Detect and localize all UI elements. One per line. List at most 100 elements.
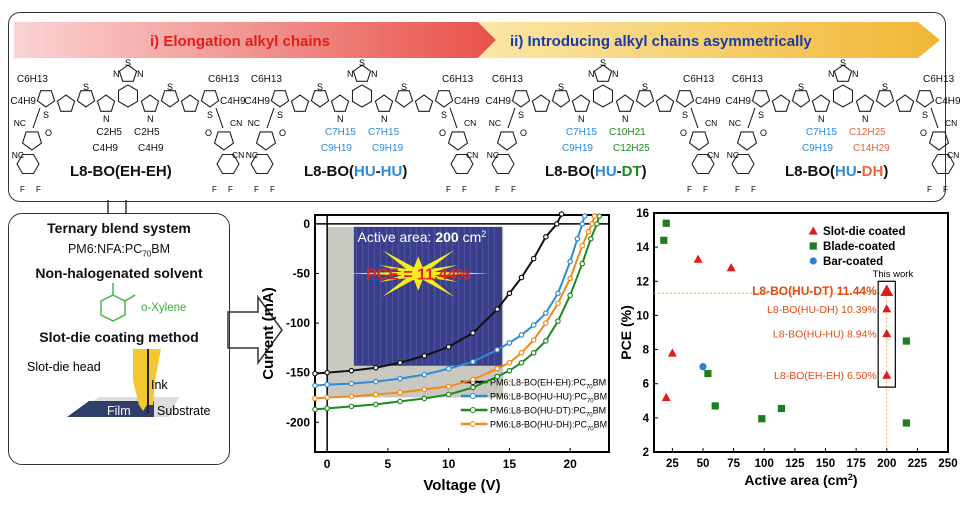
- data-point-square: [777, 404, 785, 413]
- plot-frame: [314, 214, 610, 453]
- molecule-label-b: DH: [862, 163, 884, 180]
- atom-f: F: [212, 185, 217, 194]
- jv-point: [596, 213, 603, 219]
- substrate-label: Substrate: [157, 404, 211, 418]
- x-tick-label: 100: [755, 458, 774, 470]
- atom-s: S: [518, 110, 524, 120]
- jv-point: [324, 369, 330, 376]
- ring: [351, 84, 373, 108]
- data-point-square: [902, 337, 910, 345]
- ring: [450, 153, 474, 175]
- y-tick-label: -200: [286, 415, 310, 429]
- outer-chain: C6H13: [492, 74, 524, 85]
- this-work-point: [882, 370, 892, 379]
- process-panel: Ternary blend system PM6:NFA:PC70BM Non-…: [8, 213, 230, 465]
- cyano-label: NC: [729, 118, 741, 128]
- y-tick-label: -50: [293, 267, 311, 281]
- x-tick-label: 20: [563, 457, 577, 471]
- data-point-square: [704, 369, 712, 378]
- ring: [330, 94, 350, 112]
- active-area-unit: cm: [459, 229, 482, 245]
- ring: [928, 131, 950, 151]
- atom-n: N: [137, 69, 144, 79]
- starburst-icon: [346, 250, 491, 297]
- outer-chain: C6H13: [251, 74, 283, 85]
- cyano-label: CN: [947, 150, 959, 160]
- outer-chain: C6H13: [683, 74, 715, 85]
- atom-f: F: [20, 185, 25, 194]
- jv-point: [494, 365, 501, 372]
- jv-point: [470, 384, 476, 391]
- ring: [531, 94, 551, 112]
- cyano-label: CN: [466, 150, 478, 160]
- legend-label_sub: 70: [587, 399, 594, 405]
- coating-title: Slot-die coating method: [39, 328, 199, 345]
- jv-point: [348, 393, 355, 400]
- this-work-label-0: L8-BO(HU-DT) 11.44%: [752, 284, 877, 298]
- inner-chain: C2H5: [96, 127, 122, 138]
- cyano-label: CN: [230, 118, 242, 128]
- banner-step2: ii) Introducing alkyl chains asymmetrica…: [510, 33, 812, 50]
- atom-n: N: [818, 114, 825, 124]
- atom-f: F: [228, 185, 233, 194]
- ring: [36, 90, 56, 108]
- jv-point: [543, 234, 549, 240]
- jv-point: [591, 213, 598, 219]
- x-axis-label-part: Active area (cm: [744, 472, 848, 488]
- y-tick-label: 10: [636, 310, 649, 322]
- this-work-label-3: L8-BO(EH-EH) 6.50%: [774, 370, 877, 382]
- xylene-structure: o-Xylene: [9, 281, 229, 329]
- jv-point: [518, 359, 525, 366]
- inner-chain: C12H25: [613, 143, 650, 154]
- y-tick-label: -150: [286, 366, 310, 380]
- ring: [571, 94, 591, 112]
- x-tick-label: 15: [503, 457, 517, 471]
- ring: [592, 84, 614, 108]
- jv-point: [372, 378, 379, 385]
- jv-point: [445, 383, 452, 390]
- atom-f: F: [927, 185, 932, 194]
- molecule-label-sep: -: [141, 163, 146, 180]
- x-tick-label: 125: [785, 458, 805, 470]
- legend-marker: [469, 407, 476, 413]
- atom-s: S: [600, 58, 606, 68]
- atom-f: F: [254, 185, 259, 194]
- solvent-name: o-Xylene: [141, 302, 186, 314]
- atom-f: F: [735, 185, 740, 194]
- this-work-label: This work: [873, 269, 914, 280]
- ring: [615, 94, 635, 112]
- banner-step1: i) Elongation alkyl chains: [150, 33, 330, 50]
- jv-point: [574, 235, 581, 242]
- atom-o: O: [520, 128, 527, 138]
- jv-point: [567, 275, 573, 282]
- ring: [688, 131, 710, 151]
- xylene-icon: o-Xylene: [100, 282, 186, 322]
- this-work-point: [882, 329, 892, 338]
- jv-point: [579, 221, 586, 227]
- ring: [160, 90, 180, 108]
- atom-f: F: [495, 185, 500, 194]
- ring: [76, 90, 96, 108]
- atom-o: O: [920, 128, 927, 138]
- x-tick-label: 225: [908, 458, 928, 470]
- atom-s: S: [125, 58, 131, 68]
- cyano-label: NC: [727, 150, 739, 160]
- legend-marker: [808, 226, 818, 235]
- ring: [434, 90, 454, 108]
- ring: [250, 153, 274, 175]
- ring: [290, 94, 310, 112]
- outer-chain: C6H13: [17, 74, 49, 85]
- molecule-label-a: EH: [120, 163, 141, 180]
- cyano-label: CN: [707, 150, 719, 160]
- vinyl-bond: [507, 107, 516, 129]
- legend-label_main: PM6:L8-BO(EH-EH):PC: [490, 378, 587, 388]
- ring: [731, 153, 755, 175]
- jv-point: [518, 274, 525, 281]
- jv-point: [555, 290, 561, 297]
- jv-point: [348, 403, 355, 410]
- ring: [96, 94, 116, 112]
- cyano-label: NC: [12, 150, 24, 160]
- ring: [771, 94, 791, 112]
- inner-chain: C12H25: [849, 127, 886, 138]
